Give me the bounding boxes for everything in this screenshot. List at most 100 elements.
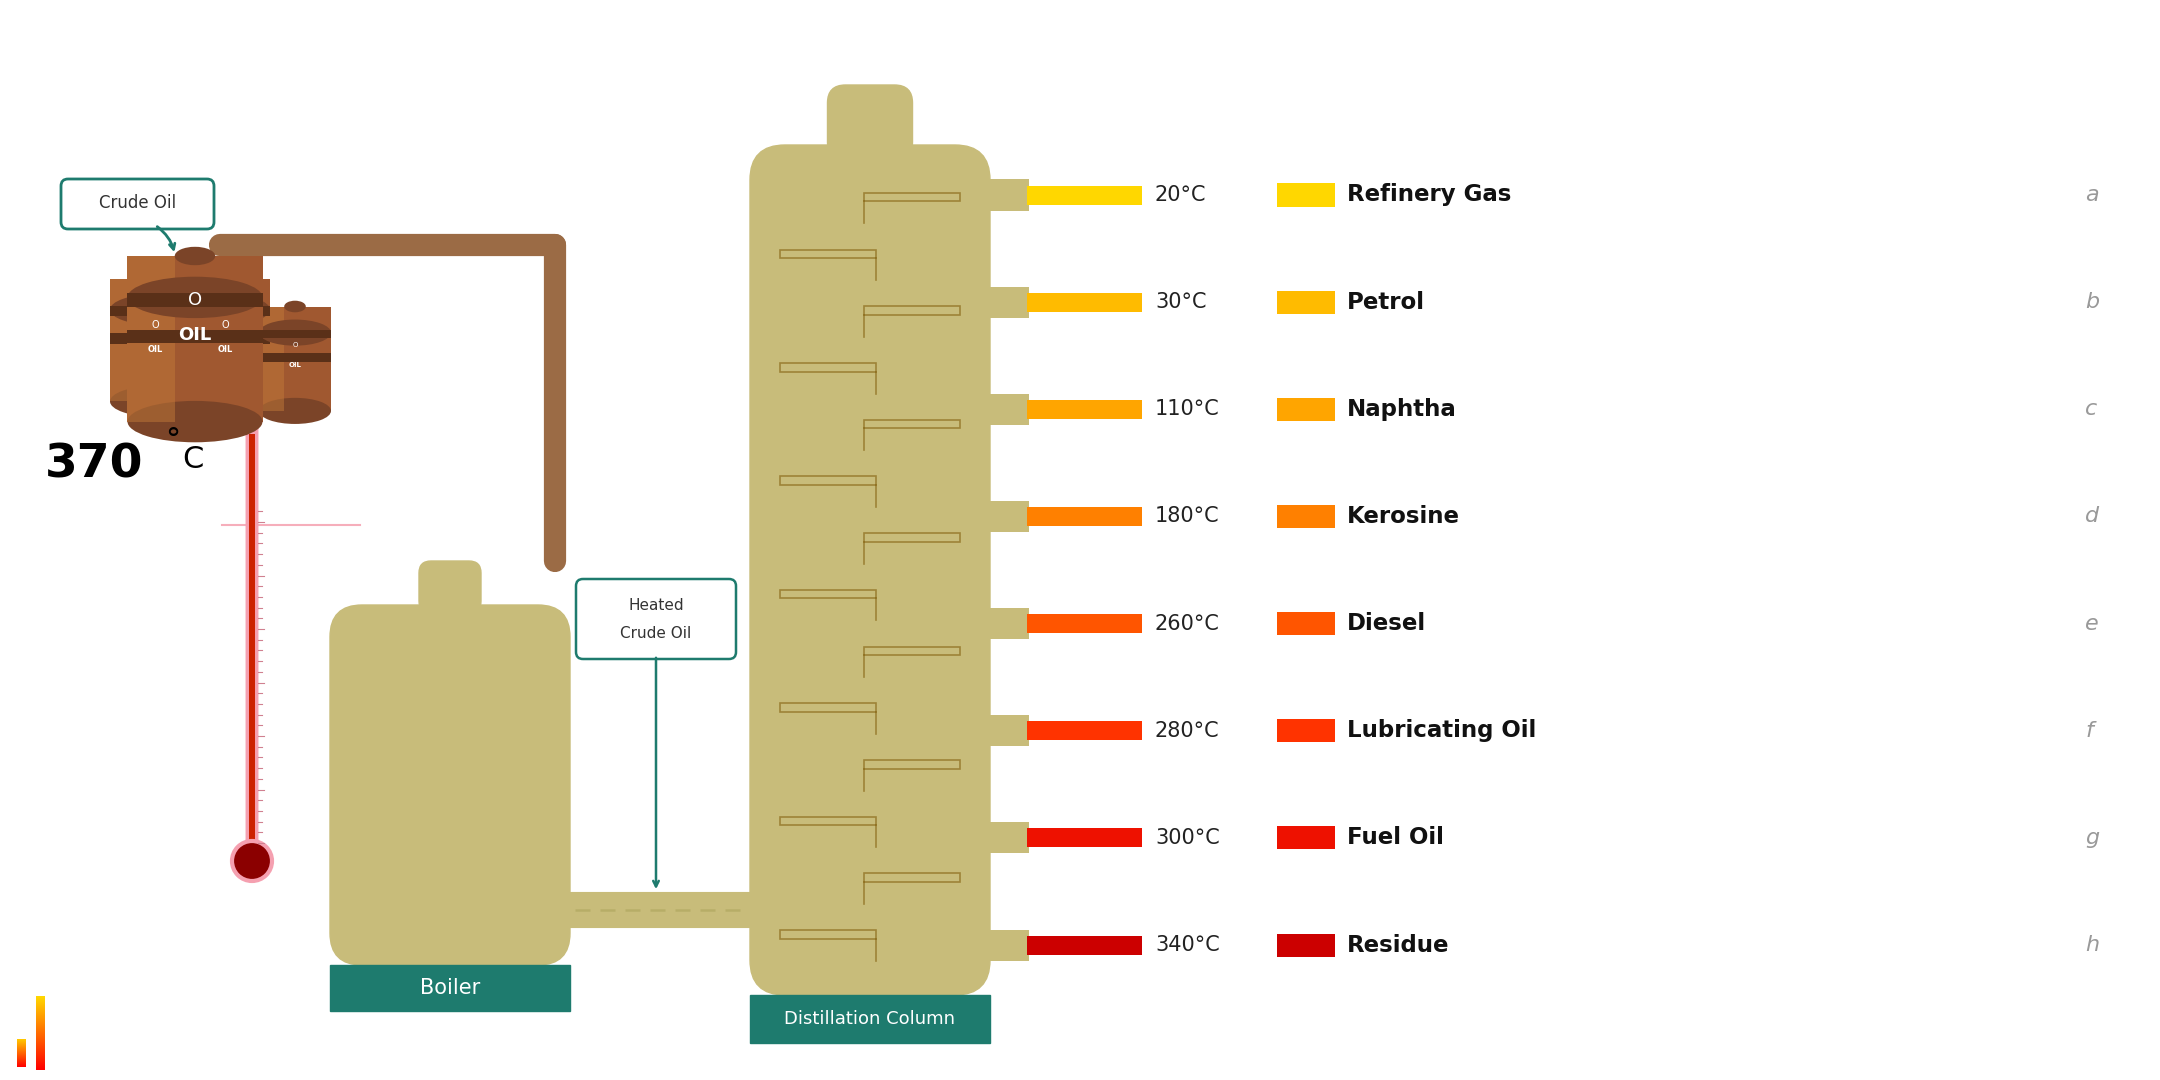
Text: d: d [2084,507,2100,526]
Bar [780,703,875,712]
Bar [864,874,959,882]
Text: Residue: Residue [1348,933,1449,957]
Ellipse shape [110,295,201,325]
Text: OIL: OIL [147,346,162,354]
Bar [780,249,875,258]
Bar [1277,933,1335,957]
Ellipse shape [143,272,168,286]
Bar [259,329,330,338]
Text: 180°C: 180°C [1156,507,1220,526]
Text: OIL: OIL [289,362,302,368]
Bar [248,434,255,845]
FancyBboxPatch shape [577,579,737,659]
FancyBboxPatch shape [419,561,482,613]
Bar [1026,400,1143,419]
Bar [983,394,1028,424]
Text: Crude Oil: Crude Oil [99,194,177,212]
Text: O: O [188,291,203,309]
Ellipse shape [127,401,264,443]
Bar [780,590,875,598]
Text: O: O [292,342,298,348]
Text: 20°C: 20°C [1156,185,1207,205]
Bar [110,279,143,402]
Circle shape [231,841,272,881]
Text: g: g [2084,828,2100,848]
Bar [1026,721,1143,740]
Bar [259,307,285,410]
Text: h: h [2084,935,2100,955]
Bar [1277,291,1335,313]
Bar [864,760,959,769]
Text: Petrol: Petrol [1348,291,1426,313]
FancyBboxPatch shape [827,85,912,160]
Bar [179,307,270,316]
Text: Kerosine: Kerosine [1348,505,1460,528]
Bar [1277,505,1335,528]
Text: c: c [2084,400,2097,419]
Bar [127,329,264,343]
Text: °: ° [164,426,179,455]
Bar [1277,397,1335,421]
Bar [179,279,212,402]
Bar [1277,719,1335,742]
Bar [1026,828,1143,848]
Bar [780,363,875,372]
Bar [983,608,1028,639]
Bar [864,193,959,201]
Bar [259,307,330,410]
Text: 340°C: 340°C [1156,935,1220,955]
Text: OIL: OIL [218,346,233,354]
Ellipse shape [285,300,307,312]
Bar [110,307,201,316]
Bar [127,293,264,307]
Text: Fuel Oil: Fuel Oil [1348,826,1443,849]
Bar [983,822,1028,853]
Bar [983,930,1028,960]
Bar [1026,935,1143,955]
Ellipse shape [212,272,238,286]
Text: 30°C: 30°C [1156,293,1207,312]
Bar [1277,826,1335,849]
Bar [780,930,875,939]
Bar [864,307,959,314]
Ellipse shape [179,387,270,417]
Text: Distillation Column: Distillation Column [784,1010,955,1028]
Text: Crude Oil: Crude Oil [620,625,691,640]
Bar [1026,507,1143,526]
Bar [750,995,989,1043]
Text: Diesel: Diesel [1348,612,1426,635]
Bar [983,286,1028,318]
Text: Boiler: Boiler [419,978,480,998]
Bar [864,647,959,656]
Bar [983,715,1028,746]
Text: a: a [2084,185,2100,205]
Bar [1026,186,1143,204]
Text: C: C [181,445,203,474]
Bar [1026,293,1143,312]
Text: Lubricating Oil: Lubricating Oil [1348,719,1536,742]
Bar [983,179,1028,211]
FancyBboxPatch shape [60,179,214,229]
Text: 110°C: 110°C [1156,400,1220,419]
Ellipse shape [127,276,264,319]
Text: Heated: Heated [629,597,685,612]
Text: O: O [220,320,229,330]
Ellipse shape [110,387,201,417]
Text: e: e [2084,613,2100,634]
Text: 300°C: 300°C [1156,828,1220,848]
Text: OIL: OIL [179,326,212,345]
FancyBboxPatch shape [246,380,257,847]
Bar [780,816,875,825]
Bar [983,501,1028,532]
Ellipse shape [175,247,216,266]
Ellipse shape [259,397,330,424]
Bar [259,353,330,362]
Bar [179,334,270,343]
Bar [330,966,570,1011]
Text: f: f [2084,720,2093,741]
Ellipse shape [179,295,270,325]
Bar [127,256,175,421]
Ellipse shape [259,320,330,346]
Text: 370: 370 [45,443,143,487]
FancyBboxPatch shape [750,145,989,995]
